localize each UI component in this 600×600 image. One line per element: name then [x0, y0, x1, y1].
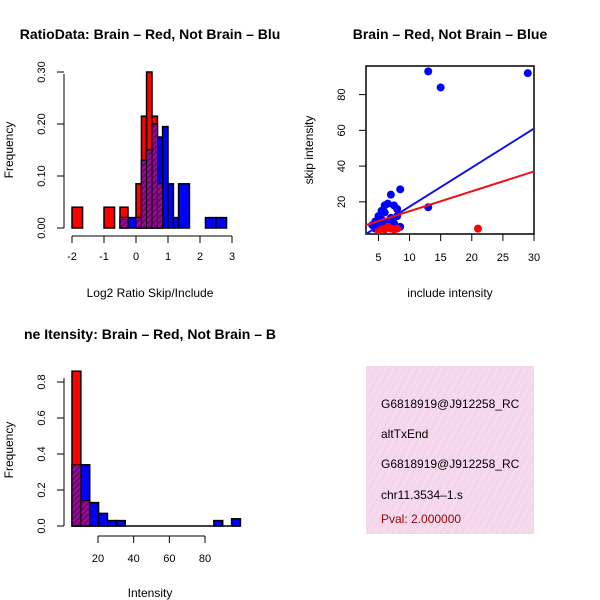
panel1-title: RatioData: Brain – Red, Not Brain – Blu [20, 26, 281, 42]
panel3-ytick-label-1: 0.2 [36, 482, 48, 497]
panel2-xtick-label-5: 30 [528, 252, 540, 264]
panel1-bar-notbrain-7 [161, 125, 169, 229]
panel2-xtick-label-3: 20 [466, 252, 478, 264]
panel1-bar-notbrain-10 [177, 183, 191, 229]
panel-scatter: Brain – Red, Not Brain – Blue 5 10 15 20 25 3… [302, 26, 547, 300]
panel2-xtick-label-1: 10 [403, 252, 415, 264]
panel3-bar-notbrain-5 [115, 519, 126, 527]
panel1-ylabel: Frequency [2, 122, 16, 179]
panel3-bar-notbrain-4 [106, 519, 118, 527]
panel3-xtick-label-0: 20 [92, 553, 104, 565]
panel1-bar-brain-1 [103, 206, 116, 229]
panel2-xticks: 5 10 15 20 25 30 [375, 234, 540, 264]
panel1-overlap-2 [119, 217, 129, 229]
panel2-point-brain-5 [393, 224, 402, 233]
panel-info: G6818919@J912258_RC altTxEnd G6818919@J9… [366, 366, 534, 534]
panel2-point-notbrain-6 [383, 199, 392, 208]
info-line-1: G6818919@J912258_RC [381, 397, 520, 411]
panel-intensity-histogram: ne Itensity: Brain – Red, Not Brain – B … [2, 326, 276, 600]
panel1-overlap-6 [151, 123, 158, 229]
info-line-2: altTxEnd [381, 427, 428, 441]
panel3-xtick-label-2: 60 [163, 553, 175, 565]
panel2-xtick-label-0: 5 [375, 252, 381, 264]
panel2-fit-brain [365, 170, 535, 227]
info-box [366, 366, 534, 534]
panel2-ytick-label-3: 80 [336, 88, 348, 100]
panel1-bars [71, 71, 228, 229]
panel2-xtick-label-4: 25 [497, 252, 509, 264]
panel2-xtick-label-2: 15 [435, 252, 447, 264]
panel1-ytick-label-3: 0.30 [36, 61, 48, 82]
panel2-plot-box [365, 65, 535, 235]
panel3-xtick-label-1: 40 [128, 553, 140, 565]
panel2-point-notbrain-3 [396, 185, 405, 194]
panel2-point-notbrain-2 [436, 83, 445, 92]
panel2-point-notbrain-1 [523, 69, 532, 78]
panel2-point-notbrain-9 [380, 208, 389, 217]
panel1-overlap-5 [146, 149, 153, 229]
panel1-bar-notbrain-11 [204, 216, 217, 229]
panel1-bar-brain-0 [71, 206, 84, 229]
panel2-ytick-label-1: 40 [336, 160, 348, 172]
panel3-bar-notbrain-2 [88, 501, 100, 527]
panel2-xlabel: include intensity [407, 286, 492, 300]
panel1-xtick-label-5: 3 [229, 251, 235, 263]
panel1-xlabel: Log2 Ratio Skip/Include [87, 286, 214, 300]
panel2-yticks: 20 40 60 80 [336, 88, 366, 208]
panel2-ylabel: skip intensity [302, 116, 316, 185]
panel3-bars [71, 370, 242, 527]
panel1-overlap-4 [140, 159, 148, 229]
panel2-point-brain-6 [383, 222, 392, 231]
info-line-3: G6818919@J912258_RC [381, 457, 520, 471]
panel-ratio-histogram: RatioData: Brain – Red, Not Brain – Blu … [2, 26, 280, 300]
panel3-overlap-0 [71, 464, 82, 527]
panel2-point-brain-0 [474, 224, 482, 233]
info-pval: Pval: 2.000000 [381, 512, 461, 526]
panel1-bar-notbrain-12 [215, 216, 228, 229]
panel3-xticks: 20 40 60 80 [92, 536, 211, 565]
panel2-marks [365, 67, 535, 235]
panel3-ylabel: Frequency [2, 422, 16, 479]
panel3-title: ne Itensity: Brain – Red, Not Brain – B [24, 326, 276, 342]
panel1-bar-notbrain-8 [167, 183, 175, 229]
panel3-ytick-label-2: 0.4 [36, 446, 48, 461]
panel3-bar-notbrain-3 [97, 512, 109, 527]
panel1-xtick-label-4: 2 [197, 251, 203, 263]
panel3-ytick-label-0: 0.0 [36, 518, 48, 533]
panel2-ytick-label-2: 60 [336, 124, 348, 136]
panel1-bar-notbrain-9 [172, 216, 180, 229]
panel3-yticks: 0.0 0.2 0.4 0.6 0.8 [36, 374, 64, 534]
panel3-ytick-label-3: 0.6 [36, 410, 48, 425]
panel1-xtick-label-3: 1 [165, 251, 171, 263]
panel1-overlap-7 [156, 183, 164, 229]
panel1-bar-notbrain-1 [127, 216, 137, 229]
panel3-ytick-label-4: 0.8 [36, 374, 48, 389]
panel1-xtick-label-0: -2 [67, 251, 77, 263]
panel2-ytick-label-0: 20 [336, 196, 348, 208]
panel3-overlap-1 [80, 500, 91, 527]
panel1-ytick-label-1: 0.10 [36, 165, 48, 186]
panel1-yticks: 0.00 0.10 0.20 0.30 [36, 61, 64, 239]
panel1-xtick-label-2: 0 [133, 251, 139, 263]
panel1-ytick-label-2: 0.20 [36, 113, 48, 134]
panel2-point-notbrain-4 [386, 190, 395, 199]
panel3-xtick-label-3: 80 [199, 553, 211, 565]
panel2-fit-notbrain [365, 127, 535, 235]
panel1-ytick-label-0: 0.00 [36, 217, 48, 238]
panel2-title: Brain – Red, Not Brain – Blue [353, 26, 548, 42]
panel1-xticks: -2 -1 0 1 2 3 [67, 236, 235, 263]
panel3-xlabel: Intensity [128, 586, 173, 600]
panel3-bar-notbrain-8 [230, 518, 242, 527]
panel2-point-notbrain-25 [393, 204, 402, 213]
panel3-bar-notbrain-6 [213, 519, 224, 527]
info-line-4: chr11.3534–1.s [381, 488, 463, 502]
panel2-point-notbrain-0 [424, 67, 433, 76]
panel1-overlap-3 [135, 217, 142, 229]
panel1-xtick-label-1: -1 [99, 251, 109, 263]
